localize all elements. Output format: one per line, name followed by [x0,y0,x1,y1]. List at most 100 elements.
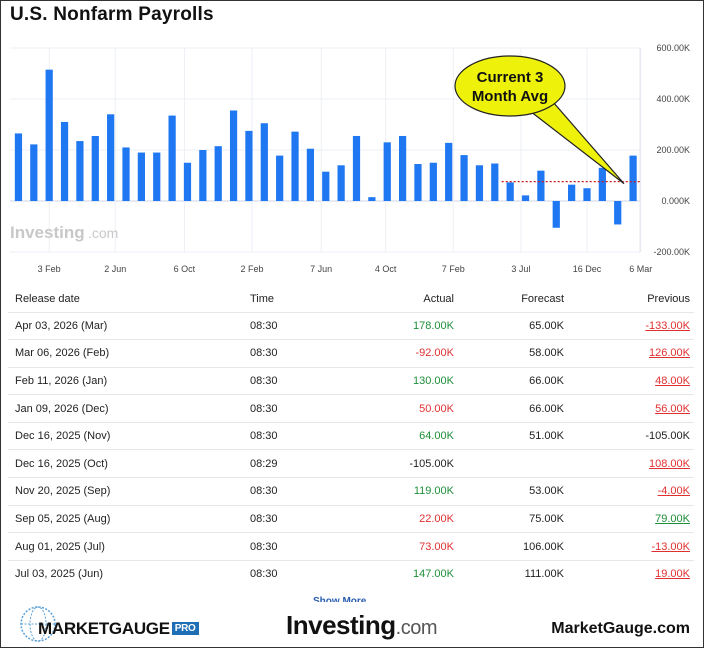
cell-release-date: Jul 03, 2025 (Jun) [8,559,248,588]
bar [199,150,207,201]
marketgauge-logo: MARKETGAUGE PRO [14,602,214,646]
y-axis-tick-labels: 600.00K 400.00K 200.00K 0.000K -200.00K [653,43,690,257]
x-tick-label: 7 Feb [442,264,465,274]
cell-previous: 19.00K [568,559,694,588]
bar [537,170,545,201]
x-tick-label: 6 Mar [629,264,652,274]
cell-forecast: 66.00K [458,394,568,423]
table-row: Aug 01, 2025 (Jul) 08:30 73.00K 106.00K -13.… [8,532,694,561]
marketgauge-site-label: MarketGauge.com [551,620,690,637]
cell-forecast: 111.00K [458,559,568,588]
cell-previous: 79.00K [568,504,694,533]
cell-release-date: Apr 03, 2026 (Mar) [8,311,248,340]
bar [153,152,161,201]
cell-forecast: 65.00K [458,311,568,340]
cell-previous: -105.00K [568,421,694,450]
callout-bubble [454,55,566,117]
show-more-link[interactable]: Show More [313,596,367,602]
bar [122,147,130,201]
bar [276,155,284,201]
cell-actual: 178.00K [358,311,458,340]
bar [445,142,453,201]
bar [183,162,192,201]
y-tick-label: 600.00K [656,43,690,53]
bar [568,184,576,201]
three-month-avg-callout: Current 3 Month Avg [454,55,625,185]
cell-time: 08:30 [248,532,358,561]
bar [398,135,407,201]
bar [614,201,622,225]
bar [383,142,391,201]
cell-forecast: 106.00K [458,532,568,561]
x-tick-label: 4 Oct [375,264,397,274]
pro-badge: PRO [171,622,199,635]
cell-forecast [458,449,568,478]
watermark-brand: Investing [10,223,85,242]
bar [506,182,514,201]
bar [521,195,530,201]
bar [429,162,437,201]
bar [368,197,376,201]
table-row: Dec 16, 2025 (Oct) 08:29 -105.00K 108.00K [8,449,694,478]
cell-release-date: Sep 05, 2025 (Aug) [8,504,248,533]
globe-icon [20,606,56,642]
header-release-date[interactable]: Release date [15,292,80,305]
cell-release-date: Aug 01, 2025 (Jul) [8,532,248,561]
cell-actual: 50.00K [358,394,458,423]
x-tick-label: 16 Dec [573,264,602,274]
cell-forecast: 51.00K [458,421,568,450]
bar [168,115,176,201]
marketgauge-wordmark: MARKETGAUGE PRO [38,619,199,639]
investing-watermark: Investing .com [10,223,118,242]
cell-previous: 56.00K [568,394,694,423]
table-header-row: Release date Time Actual Forecast Previo… [8,286,694,312]
bar [552,201,560,228]
marketgauge-text: MARKETGAUGE [38,619,170,638]
bar [60,121,69,201]
table-row: Mar 06, 2026 (Feb) 08:30 -92.00K 58.00K 126.… [8,339,694,368]
cell-time: 08:30 [248,504,358,533]
bar [30,144,38,201]
header-forecast[interactable]: Forecast [521,292,564,305]
x-tick-label: 3 Feb [38,264,61,274]
bar [76,141,84,201]
table-row: Nov 20, 2025 (Sep) 08:30 119.00K 53.00K -4.0… [8,477,694,506]
table-row: Jul 03, 2025 (Jun) 08:30 147.00K 111.00K 19.… [8,559,694,588]
bar [260,123,268,201]
cell-time: 08:30 [248,339,358,368]
cell-time: 08:30 [248,421,358,450]
bar [491,163,499,201]
cell-forecast: 75.00K [458,504,568,533]
bar [337,165,345,201]
bar [322,171,330,201]
investing-domain: .com [395,617,438,639]
bar-series [14,69,637,228]
cell-actual: 22.00K [358,504,458,533]
y-tick-label: 200.00K [656,145,690,155]
investing-logo: Investing.com [286,610,437,641]
bar [475,165,484,201]
header-previous[interactable]: Previous [647,292,690,305]
page-title: U.S. Nonfarm Payrolls [10,4,214,25]
cell-actual: 73.00K [358,532,458,561]
bar [352,135,361,201]
investing-wordmark: Investing [286,610,396,640]
header-actual[interactable]: Actual [423,292,454,305]
cell-forecast: 58.00K [458,339,568,368]
cell-time: 08:29 [248,449,358,478]
bar [629,155,637,201]
cell-forecast: 53.00K [458,477,568,506]
header-time[interactable]: Time [250,292,275,305]
cell-actual: -92.00K [358,339,458,368]
cell-previous: 48.00K [568,366,694,395]
bar [583,188,591,201]
table-row: Dec 16, 2025 (Nov) 08:30 64.00K 51.00K -105.… [8,421,694,450]
cell-actual: 64.00K [358,421,458,450]
cell-actual: 119.00K [358,477,458,506]
bar [137,152,145,201]
table-row: Sep 05, 2025 (Aug) 08:30 22.00K 75.00K 79.00… [8,504,694,533]
bar [245,130,253,201]
cell-release-date: Dec 16, 2025 (Nov) [8,421,248,450]
table-row: Feb 11, 2026 (Jan) 08:30 130.00K 66.00K 48.0… [8,366,694,395]
cell-previous: 108.00K [568,449,694,478]
